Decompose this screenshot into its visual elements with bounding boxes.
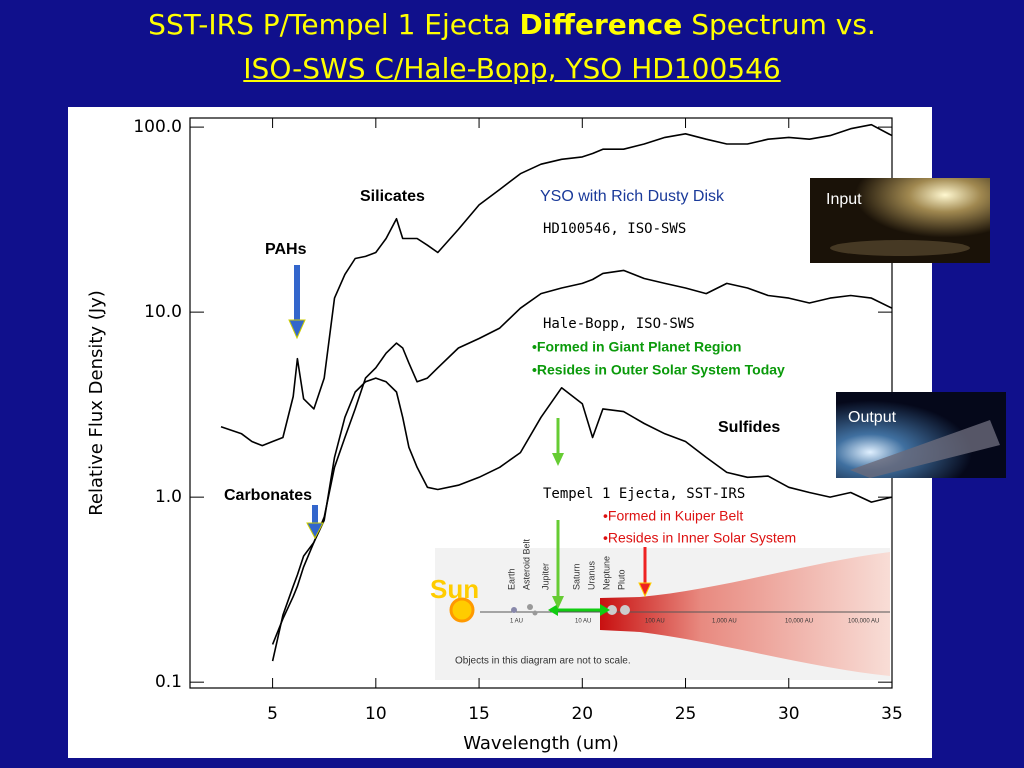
arrows [288, 265, 652, 609]
series-label: Tempel 1 Ejecta, SST-IRS [543, 486, 745, 502]
x-axis-label: Wavelength (um) [463, 733, 619, 754]
asteroids [527, 604, 533, 610]
subtitle: ISO-SWS C/Hale-Bopp, YSO HD100546 [243, 52, 781, 85]
y-axis-label: Relative Flux Density (Jy) [86, 290, 107, 516]
x-tick-label: 30 [778, 704, 800, 724]
distance-label: 1,000 AU [712, 619, 737, 625]
body-label: Uranus [586, 560, 596, 590]
title-part: Spectrum vs. [691, 8, 876, 41]
tempel-arrow-head [552, 453, 564, 466]
asteroids [532, 610, 538, 616]
annotation: •Formed in Giant Planet Region [532, 339, 741, 355]
spectrum-line [271, 269, 893, 645]
annotation: Silicates [360, 188, 425, 205]
annotation: Sulfides [718, 419, 780, 436]
kuiper-arrow-head [638, 582, 652, 598]
body-label: Neptune [601, 556, 611, 590]
y-tick-label: 100.0 [133, 117, 182, 137]
y-tick-label: 0.1 [155, 672, 182, 692]
annotation: YSO with Rich Dusty Disk [540, 188, 725, 205]
y-tick-label: 1.0 [155, 487, 182, 507]
title-part: Difference [519, 8, 683, 41]
planet [511, 607, 517, 613]
spectrum-line [220, 123, 893, 447]
annotation: •Formed in Kuiper Belt [603, 508, 743, 524]
spectrum-line [271, 377, 893, 662]
input-image-disk [830, 240, 970, 256]
body-label: Jupiter [540, 563, 550, 590]
annotation: Input [826, 191, 862, 208]
diagram-note: Objects in this diagram are not to scale… [455, 656, 631, 667]
distance-label: 100,000 AU [848, 619, 879, 625]
x-tick-label: 5 [267, 704, 278, 724]
sun-label: Sun [430, 574, 479, 604]
body-label: Earth [506, 568, 516, 590]
x-tick-label: 35 [881, 704, 903, 724]
distance-label: 10,000 AU [785, 619, 813, 625]
title-part: SST-IRS P/Tempel 1 Ejecta [148, 8, 511, 41]
pah-arrow-head [288, 319, 306, 340]
x-tick-label: 25 [675, 704, 697, 724]
kuiper-oort-cone [600, 552, 890, 676]
distance-label: 1 AU [510, 619, 523, 625]
annotation: Output [848, 409, 897, 426]
x-tick-label: 10 [365, 704, 387, 724]
giant-planet-arrow-head [552, 596, 564, 609]
body-label: Saturn [571, 563, 581, 590]
title-line-1: SST-IRS P/Tempel 1 Ejecta Difference Spe… [0, 8, 1024, 41]
planet [607, 605, 617, 615]
output-image-comet [850, 420, 1000, 478]
annotation: •Resides in Outer Solar System Today [532, 362, 785, 378]
distance-label: 100 AU [645, 619, 665, 625]
body-label: Asteroid Belt [521, 538, 531, 590]
annotation: •Resides in Inner Solar System [603, 530, 796, 546]
body-label: Pluto [616, 569, 626, 590]
series-label: HD100546, ISO-SWS [543, 221, 686, 237]
y-tick-label: 10.0 [144, 302, 182, 322]
planet [620, 605, 630, 615]
carbonate-arrow-head [306, 522, 324, 540]
x-tick-label: 20 [571, 704, 593, 724]
x-tick-label: 15 [468, 704, 490, 724]
annotation: PAHs [265, 241, 307, 258]
sun-icon [449, 597, 475, 623]
series-label: Hale-Bopp, ISO-SWS [543, 316, 695, 332]
solar-system-diagram: Sun Earth Asteroid Belt Jupiter Saturn U… [430, 538, 890, 680]
annotation: Carbonates [224, 487, 312, 504]
distance-label: 10 AU [575, 619, 591, 625]
